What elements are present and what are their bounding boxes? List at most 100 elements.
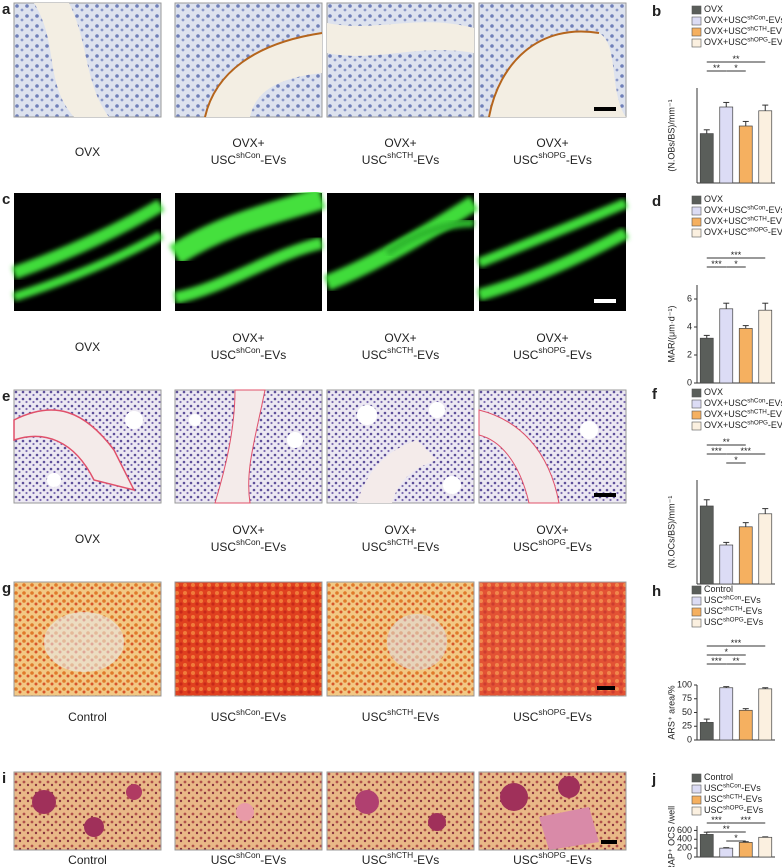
- y-axis-label: TRAP⁺ OCS /well: [666, 806, 676, 867]
- panel-label: c: [2, 191, 10, 208]
- panel-label: d: [652, 193, 661, 210]
- significance-label: ***: [731, 250, 742, 260]
- y-tick-label: 400: [677, 834, 692, 844]
- bar: [738, 526, 753, 585]
- significance-label: ***: [711, 656, 722, 666]
- error-bar: [723, 302, 730, 309]
- legend-label-part: USC: [704, 606, 724, 616]
- legend-swatch: [691, 16, 702, 26]
- legend-label-part: OVX+USC: [704, 409, 748, 419]
- caption-part: USC: [513, 348, 539, 362]
- bar: [758, 688, 773, 741]
- caption-part: USC: [362, 710, 388, 724]
- legend-swatch: [691, 410, 702, 420]
- bar: [699, 834, 714, 858]
- caption-line: OVX+: [384, 523, 416, 537]
- caption-part: USC: [513, 710, 539, 724]
- legend-label-part: OVX+USC: [704, 398, 748, 408]
- legend-label-part: OVX+USC: [704, 205, 748, 215]
- legend-swatch: [691, 5, 702, 15]
- caption-part: OVX: [75, 532, 100, 546]
- caption-line: OVX+: [384, 331, 416, 345]
- caption-part: -EVs: [413, 540, 439, 554]
- legend-swatch: [691, 773, 702, 783]
- legend-label: USCshCon-EVs: [704, 782, 761, 793]
- legend-swatch: [691, 607, 702, 617]
- bar: [758, 513, 773, 585]
- caption-part: USC: [211, 153, 237, 167]
- significance-label: ***: [711, 815, 722, 825]
- caption-part: USC: [211, 853, 237, 867]
- bar: [738, 842, 753, 858]
- legend-label: OVX: [704, 4, 723, 14]
- error-bar: [742, 708, 749, 711]
- caption-part: -EVs: [260, 153, 286, 167]
- error-bar: [723, 686, 730, 688]
- legend-label-part: OVX: [704, 387, 723, 397]
- caption: USCshCTH-EVs: [362, 850, 439, 867]
- y-tick-label: 4: [687, 321, 692, 331]
- caption-part: shCon: [236, 150, 261, 160]
- legend-label-part: -EVs: [768, 227, 782, 237]
- caption: USCshCTH-EVs: [362, 707, 439, 724]
- caption: USCshOPG-EVs: [513, 707, 592, 724]
- caption: USCshOPG-EVs: [513, 850, 592, 867]
- caption-part: USC: [513, 540, 539, 554]
- bar: [719, 308, 734, 384]
- y-tick-label: 25: [682, 721, 692, 731]
- y-axis-label: (N.OBs/BS)/mm⁻¹: [666, 99, 676, 171]
- caption-part: shCTH: [387, 707, 413, 717]
- bar: [738, 709, 753, 741]
- legend-label: OVX+USCshCon-EVs: [704, 204, 782, 215]
- caption: USCshOPG-EVs: [513, 345, 592, 362]
- micrograph-row-i: [13, 771, 627, 851]
- legend-label-part: shCTH: [747, 408, 767, 415]
- caption-part: -EVs: [260, 348, 286, 362]
- legend-label-part: shCTH: [723, 605, 743, 612]
- caption-part: shCTH: [387, 345, 413, 355]
- bar: [758, 836, 773, 858]
- legend-label: OVX+USCshOPG-EVs: [704, 36, 782, 47]
- legend-label-part: USC: [704, 783, 724, 793]
- caption-line: OVX+: [384, 136, 416, 150]
- panel-label: i: [2, 770, 6, 787]
- legend-label-part: -EVs: [765, 205, 782, 215]
- error-bar: [742, 841, 749, 843]
- legend-label-part: Control: [704, 772, 733, 782]
- legend-label: OVX: [704, 194, 723, 204]
- legend-label: Control: [704, 772, 733, 782]
- legend-label-part: USC: [704, 595, 724, 605]
- legend-label-part: -EVs: [765, 15, 782, 25]
- legend-swatch: [691, 388, 702, 398]
- legend-label-part: USC: [704, 617, 724, 627]
- legend-label: USCshOPG-EVs: [704, 804, 764, 815]
- legend-label-part: Control: [704, 584, 733, 594]
- caption-part: -EVs: [413, 710, 439, 724]
- caption-part: shCon: [236, 707, 261, 717]
- caption: USCshCTH-EVs: [362, 345, 439, 362]
- legend-label: OVX+USCshCon-EVs: [704, 397, 782, 408]
- legend-label-part: OVX+USC: [704, 15, 748, 25]
- y-tick-label: 600: [677, 825, 692, 835]
- micrograph-row-c: [11, 187, 629, 311]
- caption: Control: [68, 853, 107, 867]
- caption: USCshCTH-EVs: [362, 150, 439, 167]
- bar: [699, 505, 714, 585]
- legend-label-part: -EVs: [741, 595, 761, 605]
- legend-label-part: shCTH: [747, 25, 767, 32]
- panel-label: a: [2, 1, 11, 18]
- caption-part: shCon: [236, 850, 261, 860]
- legend-swatch: [691, 38, 702, 48]
- micrograph-row-a: [13, 2, 627, 118]
- legend-label-part: OVX+USC: [704, 216, 748, 226]
- error-bar: [703, 499, 710, 506]
- caption-part: OVX: [75, 145, 100, 159]
- caption-part: -EVs: [566, 710, 592, 724]
- legend-swatch: [691, 217, 702, 227]
- panel-label: e: [2, 388, 10, 405]
- legend-label-part: shCon: [723, 782, 742, 789]
- micrograph-row-e: [13, 389, 627, 504]
- error-bar: [762, 687, 769, 689]
- legend-label: OVX+USCshCTH-EVs: [704, 25, 782, 36]
